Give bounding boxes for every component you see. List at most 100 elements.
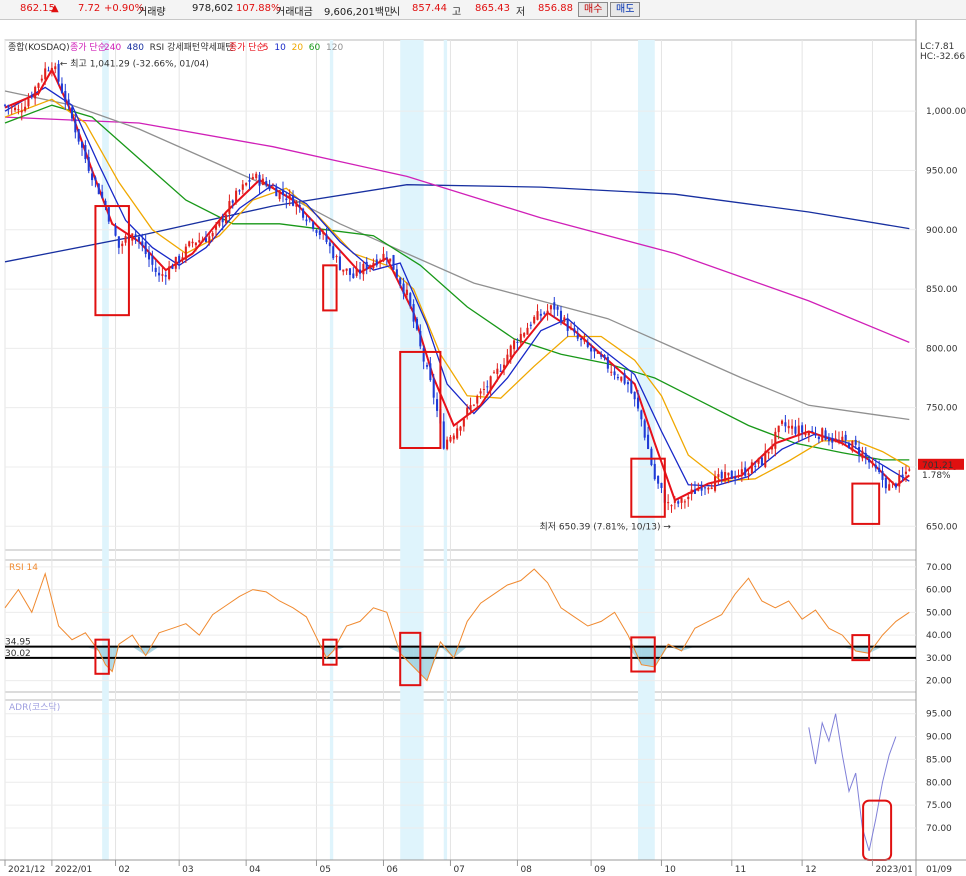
candle-body (787, 425, 790, 429)
price-panel (4, 39, 917, 551)
candle-body (519, 333, 522, 343)
candle-body (482, 388, 485, 390)
candle-body (881, 471, 884, 480)
candle-body (533, 316, 536, 324)
candle-body (569, 328, 573, 330)
last-value-label: 701.21 (922, 461, 954, 471)
highlight-span-3 (443, 40, 448, 860)
legend-entry-10: 60 (309, 43, 321, 53)
candle-body (837, 439, 841, 441)
candle-body (566, 318, 569, 331)
candle-body (27, 98, 30, 107)
adr-tick-label: 80.00 (926, 778, 952, 788)
ma480-line (4, 184, 910, 263)
candle-body (466, 407, 469, 416)
candle-body (633, 391, 636, 400)
candle-body (312, 222, 315, 229)
change-value: 7.72 (78, 3, 101, 14)
candle-body (47, 70, 50, 72)
candle-body (425, 365, 429, 367)
adr-title: ADR(코스닥) (9, 702, 60, 713)
candle-body (335, 256, 338, 258)
candle-body (446, 439, 449, 450)
candle-body (369, 265, 372, 269)
x-tick-label: 2021/12 (8, 865, 45, 875)
candle-body (101, 191, 104, 198)
price-red-box-0 (94, 205, 130, 317)
candle-body (549, 305, 552, 310)
candle-body (670, 505, 673, 507)
candle-body (650, 448, 653, 465)
adr-tick-label: 90.00 (926, 733, 952, 743)
candle-body (57, 63, 60, 82)
legend-entry-1: 종가 단순 (70, 42, 106, 53)
candle-body (503, 364, 506, 369)
candle-body (563, 317, 566, 322)
candle-body (20, 110, 23, 113)
candle-body (774, 431, 777, 449)
lc-label: LC:7.81 (920, 42, 954, 52)
candle-body (680, 498, 683, 503)
rsi-oversold-fill (427, 646, 441, 681)
candle-body (225, 214, 228, 224)
legend-entry-7: 5 (263, 43, 269, 53)
x-tick-label: 09 (594, 865, 606, 875)
candle-body (600, 355, 603, 357)
volume-pct: 107.88% (236, 3, 281, 14)
rsi-oversold-fill (627, 646, 642, 665)
candle-body (389, 258, 392, 262)
x-tick-label: 2022/01 (55, 865, 92, 875)
highlight-span-0 (102, 40, 109, 860)
candle-body (365, 261, 368, 270)
sell-button[interactable]: 매도 (610, 2, 641, 17)
candle-body (526, 327, 529, 335)
candle-body (898, 475, 901, 487)
legend-entry-5: 약세패턴 (200, 41, 233, 53)
candle-body (10, 107, 13, 109)
candle-body (91, 173, 94, 181)
candle-body (580, 338, 583, 341)
x-tick-label: 05 (319, 865, 330, 875)
candle-body (894, 483, 897, 488)
candle-body (864, 452, 867, 457)
ma240-line (4, 116, 910, 344)
candle-body (332, 246, 335, 259)
candle-body (104, 200, 107, 207)
candle-body (218, 220, 221, 226)
candle-body (878, 467, 881, 473)
x-tick-label: 02 (119, 865, 130, 875)
candle-body (74, 119, 77, 133)
candle-body (291, 195, 295, 206)
candle-body (37, 83, 40, 88)
low-value: 856.88 (538, 3, 573, 14)
candle-body (124, 236, 127, 243)
candle-body (158, 272, 161, 276)
candle-body (258, 174, 261, 186)
amount-label: 거래대금 (276, 7, 313, 18)
price-tick-label: 750.00 (926, 404, 958, 414)
rsi-red-box-2 (399, 631, 422, 687)
candle-body (208, 236, 211, 244)
amount-value: 9,606,201백만 (324, 7, 394, 18)
candle-body (345, 268, 348, 271)
candle-body (516, 341, 519, 343)
price-red-box-4 (851, 482, 881, 525)
candle-body (576, 334, 579, 339)
candle-body (405, 289, 408, 296)
candle-body (181, 257, 184, 261)
candle-body (40, 78, 43, 81)
candle-body (740, 469, 743, 474)
candle-body (747, 473, 750, 476)
legend-entry-0: 종합(KOSDAQ) (8, 42, 70, 53)
candle-body (613, 371, 616, 376)
candle-body (643, 420, 646, 438)
candle-body (34, 86, 37, 99)
candle-body (858, 447, 861, 455)
candle-body (606, 357, 609, 369)
candle-body (141, 241, 144, 246)
candle-body (824, 430, 827, 441)
price-value: 862.15 (20, 3, 55, 14)
candle-body (322, 232, 325, 234)
candle-body (717, 474, 720, 478)
buy-button[interactable]: 매수 (578, 2, 609, 17)
